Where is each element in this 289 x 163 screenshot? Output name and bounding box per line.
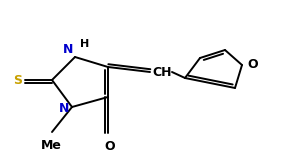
Text: Me: Me: [40, 139, 62, 152]
Text: N: N: [59, 102, 69, 114]
Text: CH: CH: [152, 67, 171, 80]
Text: O: O: [247, 58, 257, 71]
Text: O: O: [105, 140, 115, 153]
Text: N: N: [63, 43, 73, 56]
Text: S: S: [13, 74, 22, 87]
Text: H: H: [80, 39, 89, 49]
